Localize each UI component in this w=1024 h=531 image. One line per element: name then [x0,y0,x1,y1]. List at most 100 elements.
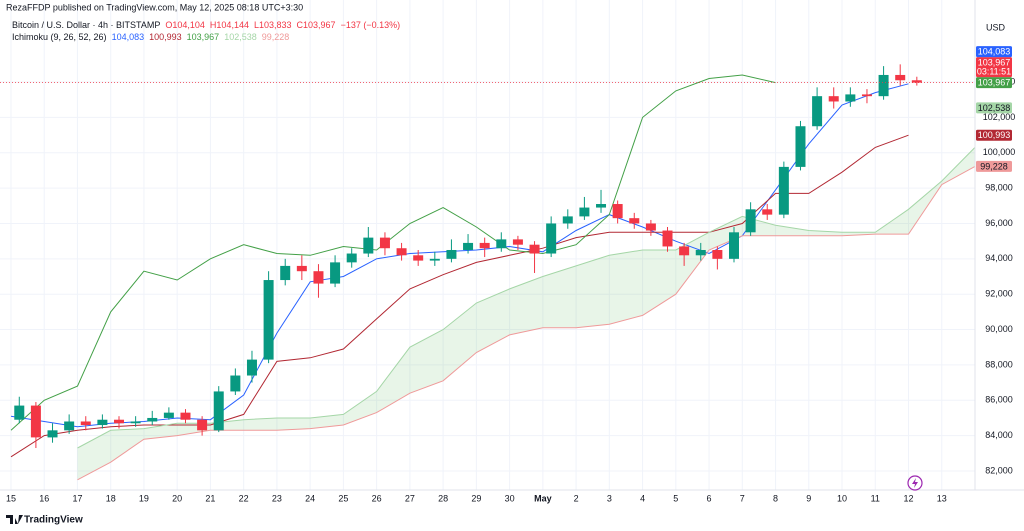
price-label: 100,993 [978,130,1011,140]
ichimoku-line [77,147,976,449]
candle-body [197,419,208,431]
indicator-name: Ichimoku (9, 26, 52, 26) [12,32,107,42]
candle-body [97,419,108,426]
indicator-value: 102,538 [224,32,257,42]
ohlc-value: C103,967 [297,20,336,30]
candle-body [363,237,374,254]
brand: TradingView [24,515,83,526]
candle-body [645,223,656,231]
x-tick-label: 18 [106,493,116,503]
ohlc: O104,104 H104,144 L103,833 C103,967 −137 (−0… [165,20,400,30]
y-tick-label: 96,000 [985,218,1013,228]
y-tick-label: 92,000 [985,289,1013,299]
candle-body [795,126,806,167]
price-label: 102,538 [978,103,1011,113]
candle-body [413,255,424,261]
candle-body [14,405,25,420]
x-tick-label: 11 [871,493,880,503]
candle-body [47,430,58,438]
candle-body [529,244,540,254]
candle-body [379,237,390,249]
ichimoku-line [10,83,909,428]
tradingview-logo [6,515,23,524]
candle-body [878,74,889,97]
y-tick-label: 98,000 [985,182,1013,192]
x-tick-label: 20 [172,493,182,503]
indicator-value: 104,083 [112,32,145,42]
candle-body [512,239,523,245]
ohlc-value: H104,144 [210,20,249,30]
candle-body [629,218,640,224]
candle-body [546,223,557,254]
x-tick-label: 29 [471,493,481,503]
candle-body [496,239,507,249]
price-label: 104,083 [978,46,1011,56]
grid [0,0,975,490]
candle-body [396,248,407,256]
candle-body [845,94,856,102]
candle-body [861,94,872,97]
currency: USD [986,22,1006,32]
candle-body [429,258,440,261]
y-tick-label: 82,000 [985,465,1013,475]
candle-body [812,96,823,127]
plot [0,64,976,481]
price-label-bg [976,57,1012,78]
x-tick-label: 8 [773,493,778,503]
x-tick-label: 30 [505,493,515,503]
price-label-bg [976,160,1012,172]
indicator-value: 100,993 [149,32,182,42]
price-label: 103,967 [978,57,1011,67]
candle-body [446,249,457,259]
price-label: 99,228 [980,161,1008,171]
candle-body [712,249,723,259]
candle-body [114,419,125,424]
x-tick-label: 28 [438,493,448,503]
legend-indicator: Ichimoku (9, 26, 52, 26) 104,083 100,993 10… [12,32,289,42]
y-tick-label: 84,000 [985,430,1013,440]
x-tick-label: 9 [806,493,811,503]
candle-body [662,230,673,247]
x-tick-label: 5 [673,493,678,503]
candle-body [296,265,307,272]
candle-body [895,74,906,81]
candle-body [695,249,706,256]
candle-body [313,271,324,284]
candle-body [562,216,573,224]
candle-body [911,80,922,83]
x-tick-label: 25 [338,493,348,503]
x-tick-label: 4 [640,493,645,503]
candle-body [230,375,241,392]
ohlc-value: L103,833 [254,20,292,30]
candle-body [463,242,474,250]
ohlc-value: O104,104 [165,20,205,30]
candle-body [679,246,690,256]
ichimoku-line [10,134,909,458]
publisher: RezaFFDP published on TradingView.com, M… [6,2,303,12]
legend-title: Bitcoin / U.S. Dollar · 4h · BITSTAMP O10… [12,20,400,30]
x-tick-label: 12 [904,493,914,503]
x-tick-label: 21 [205,493,215,503]
symbol: Bitcoin / U.S. Dollar · 4h · BITSTAMP [12,20,160,30]
x-tick-label: 10 [837,493,847,503]
y-tick-label: 90,000 [985,324,1013,334]
x-tick-label: 27 [405,493,415,503]
candle-body [263,280,274,360]
x-tick-label: 23 [272,493,282,503]
replay-icon[interactable] [907,475,923,491]
candle-body [346,253,357,263]
price-label-bg [976,77,1012,89]
x-tick-label: 15 [6,493,16,503]
candle-body [147,417,158,422]
candle-body [778,166,789,215]
candle-body [762,209,773,215]
price-label-bg [976,102,1012,114]
x-tick-label: 22 [239,493,249,503]
axes: 82,000 84,000 86,000 88,000 90,000 92,000 94,0… [6,46,1015,503]
x-tick-label: 24 [305,493,315,503]
candle-body [180,412,191,420]
y-tick-label: 102,000 [983,112,1016,122]
candle-body [745,209,756,233]
